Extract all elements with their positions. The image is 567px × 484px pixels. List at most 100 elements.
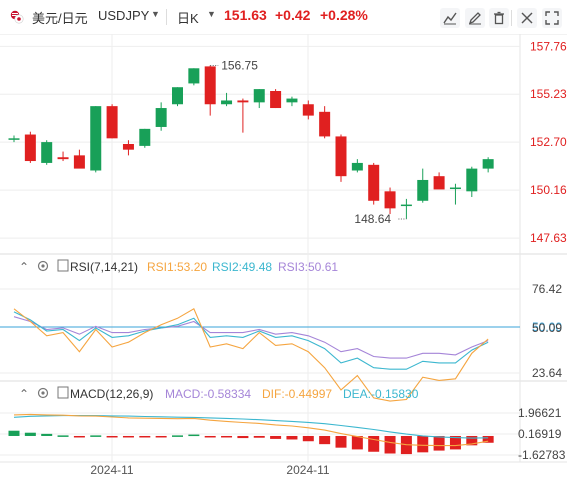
macd-histogram-bar — [90, 435, 102, 437]
macd-histogram-bar — [106, 435, 118, 438]
macd-histogram-bar — [417, 435, 429, 453]
x-axis-label: 2024-11 — [286, 463, 329, 477]
candle-body — [172, 87, 183, 105]
macd-histogram-bar — [221, 435, 233, 438]
settings-gear-icon — [37, 387, 49, 399]
candle-body — [466, 168, 478, 192]
macd-histogram-bar — [466, 435, 478, 446]
macd-histogram-bar — [286, 435, 298, 440]
macd-histogram-bar — [270, 435, 282, 439]
candle-body — [155, 108, 167, 127]
rsi-tick-label: 50.00 — [532, 320, 562, 334]
candle-body — [319, 111, 331, 137]
candle-body — [368, 164, 380, 201]
candle-body — [73, 155, 85, 169]
macd-tick-label: 0.16919 — [518, 427, 562, 441]
chart-header: 美元/日元 USDJPY ▼ 日K ▼ 151.63 +0.42 +0.28% — [0, 0, 567, 34]
high-price-label: 156.75 — [221, 58, 258, 72]
trash-icon[interactable] — [489, 8, 509, 28]
macd-histogram-bar — [237, 435, 249, 439]
rsi-tick-label: 50.09 — [532, 321, 562, 335]
macd-histogram-bar — [155, 435, 167, 438]
macd-histogram-bar — [335, 435, 347, 448]
macd-histogram-bar — [482, 435, 494, 443]
price-change: +0.42 — [275, 7, 311, 23]
macd-histogram-bar — [122, 435, 134, 438]
symbol-dropdown-icon[interactable]: ▼ — [151, 9, 160, 19]
candle-body — [41, 142, 53, 163]
rsi-tick-label: 23.64 — [532, 366, 562, 380]
candle-body — [90, 106, 102, 171]
period-dropdown-icon[interactable]: ▼ — [207, 9, 216, 19]
macd-histogram-bar — [188, 434, 200, 437]
rsi1-value: RSI1:53.20 — [147, 260, 207, 274]
candle-body — [122, 144, 134, 150]
candle-body — [253, 89, 265, 103]
macd-histogram-bar — [368, 435, 380, 452]
macd-histogram-bar — [319, 435, 331, 445]
rsi3-line — [13, 316, 489, 359]
symbol-code[interactable]: USDJPY — [98, 8, 150, 23]
macd-histogram-bar — [24, 432, 36, 436]
candle-body — [286, 98, 298, 103]
macd-histogram-bar — [8, 430, 20, 436]
candle-body — [237, 100, 249, 103]
dif-line — [13, 413, 489, 447]
candle-body — [106, 106, 118, 139]
price-change-percent: +0.28% — [320, 7, 368, 23]
collapse-up-icon: ⌃ — [19, 387, 29, 401]
macd-histogram-bar — [204, 435, 216, 438]
macd-histogram-bar — [449, 435, 461, 450]
x-axis-label: 2024-11 — [90, 463, 133, 477]
rsi-tick-label: 76.42 — [532, 282, 562, 296]
candle-body — [351, 162, 363, 171]
rsi2-line — [13, 311, 489, 370]
last-price: 151.63 — [224, 7, 267, 23]
macd-histogram-bar — [172, 435, 183, 437]
price-tick-label: 150.16 — [530, 183, 567, 197]
candle-body — [139, 128, 151, 146]
symbol-name[interactable]: 美元/日元 — [32, 11, 88, 26]
candle-body — [417, 179, 429, 201]
macd-histogram-bar — [41, 433, 53, 436]
macd-histogram-bar — [384, 435, 396, 454]
fullscreen-icon[interactable] — [542, 8, 562, 28]
candle-body — [221, 100, 233, 105]
candle-body — [482, 159, 494, 169]
price-tick-label: 155.23 — [530, 87, 567, 101]
collapse-up-icon: ⌃ — [19, 260, 29, 274]
candle-body — [433, 176, 445, 190]
flag-icon — [10, 10, 24, 24]
price-tick-label: 157.76 — [530, 39, 567, 53]
settings-gear-icon — [37, 260, 49, 272]
rsi-title: RSI(7,14,21) — [70, 260, 138, 274]
macd-histogram-bar — [253, 435, 265, 438]
price-tick-label: 147.63 — [530, 231, 567, 245]
price-tick-label: 152.70 — [530, 135, 567, 149]
draw-pen-icon[interactable] — [465, 8, 485, 28]
candle-body — [335, 136, 347, 177]
divider — [166, 9, 167, 25]
macd-histogram-bar — [139, 435, 151, 438]
candle-body — [302, 104, 314, 116]
settings-gear-icon-center — [41, 264, 45, 268]
low-price-label: 148.64 — [354, 212, 391, 226]
candle-body — [449, 187, 461, 190]
macd-value: MACD:-0.58334 — [165, 387, 251, 401]
candle-body — [24, 134, 36, 162]
rsi2-value: RSI2:49.48 — [212, 260, 272, 274]
candle-body — [204, 66, 216, 105]
macd-title: MACD(12,26,9) — [70, 387, 153, 401]
macd-histogram-bar — [73, 435, 85, 438]
rsi1-line — [13, 308, 489, 402]
candle-body — [57, 157, 69, 160]
macd-histogram-bar — [302, 435, 314, 442]
period-selector[interactable]: 日K — [177, 11, 199, 26]
macd-histogram-bar — [57, 435, 69, 437]
line-chart-icon[interactable] — [440, 8, 460, 28]
settings-icon[interactable] — [517, 8, 537, 28]
macd-tick-label: -1.62783 — [518, 448, 566, 462]
dea-value: DEA:-0.15830 — [343, 387, 419, 401]
indicator-select-icon — [57, 259, 69, 272]
